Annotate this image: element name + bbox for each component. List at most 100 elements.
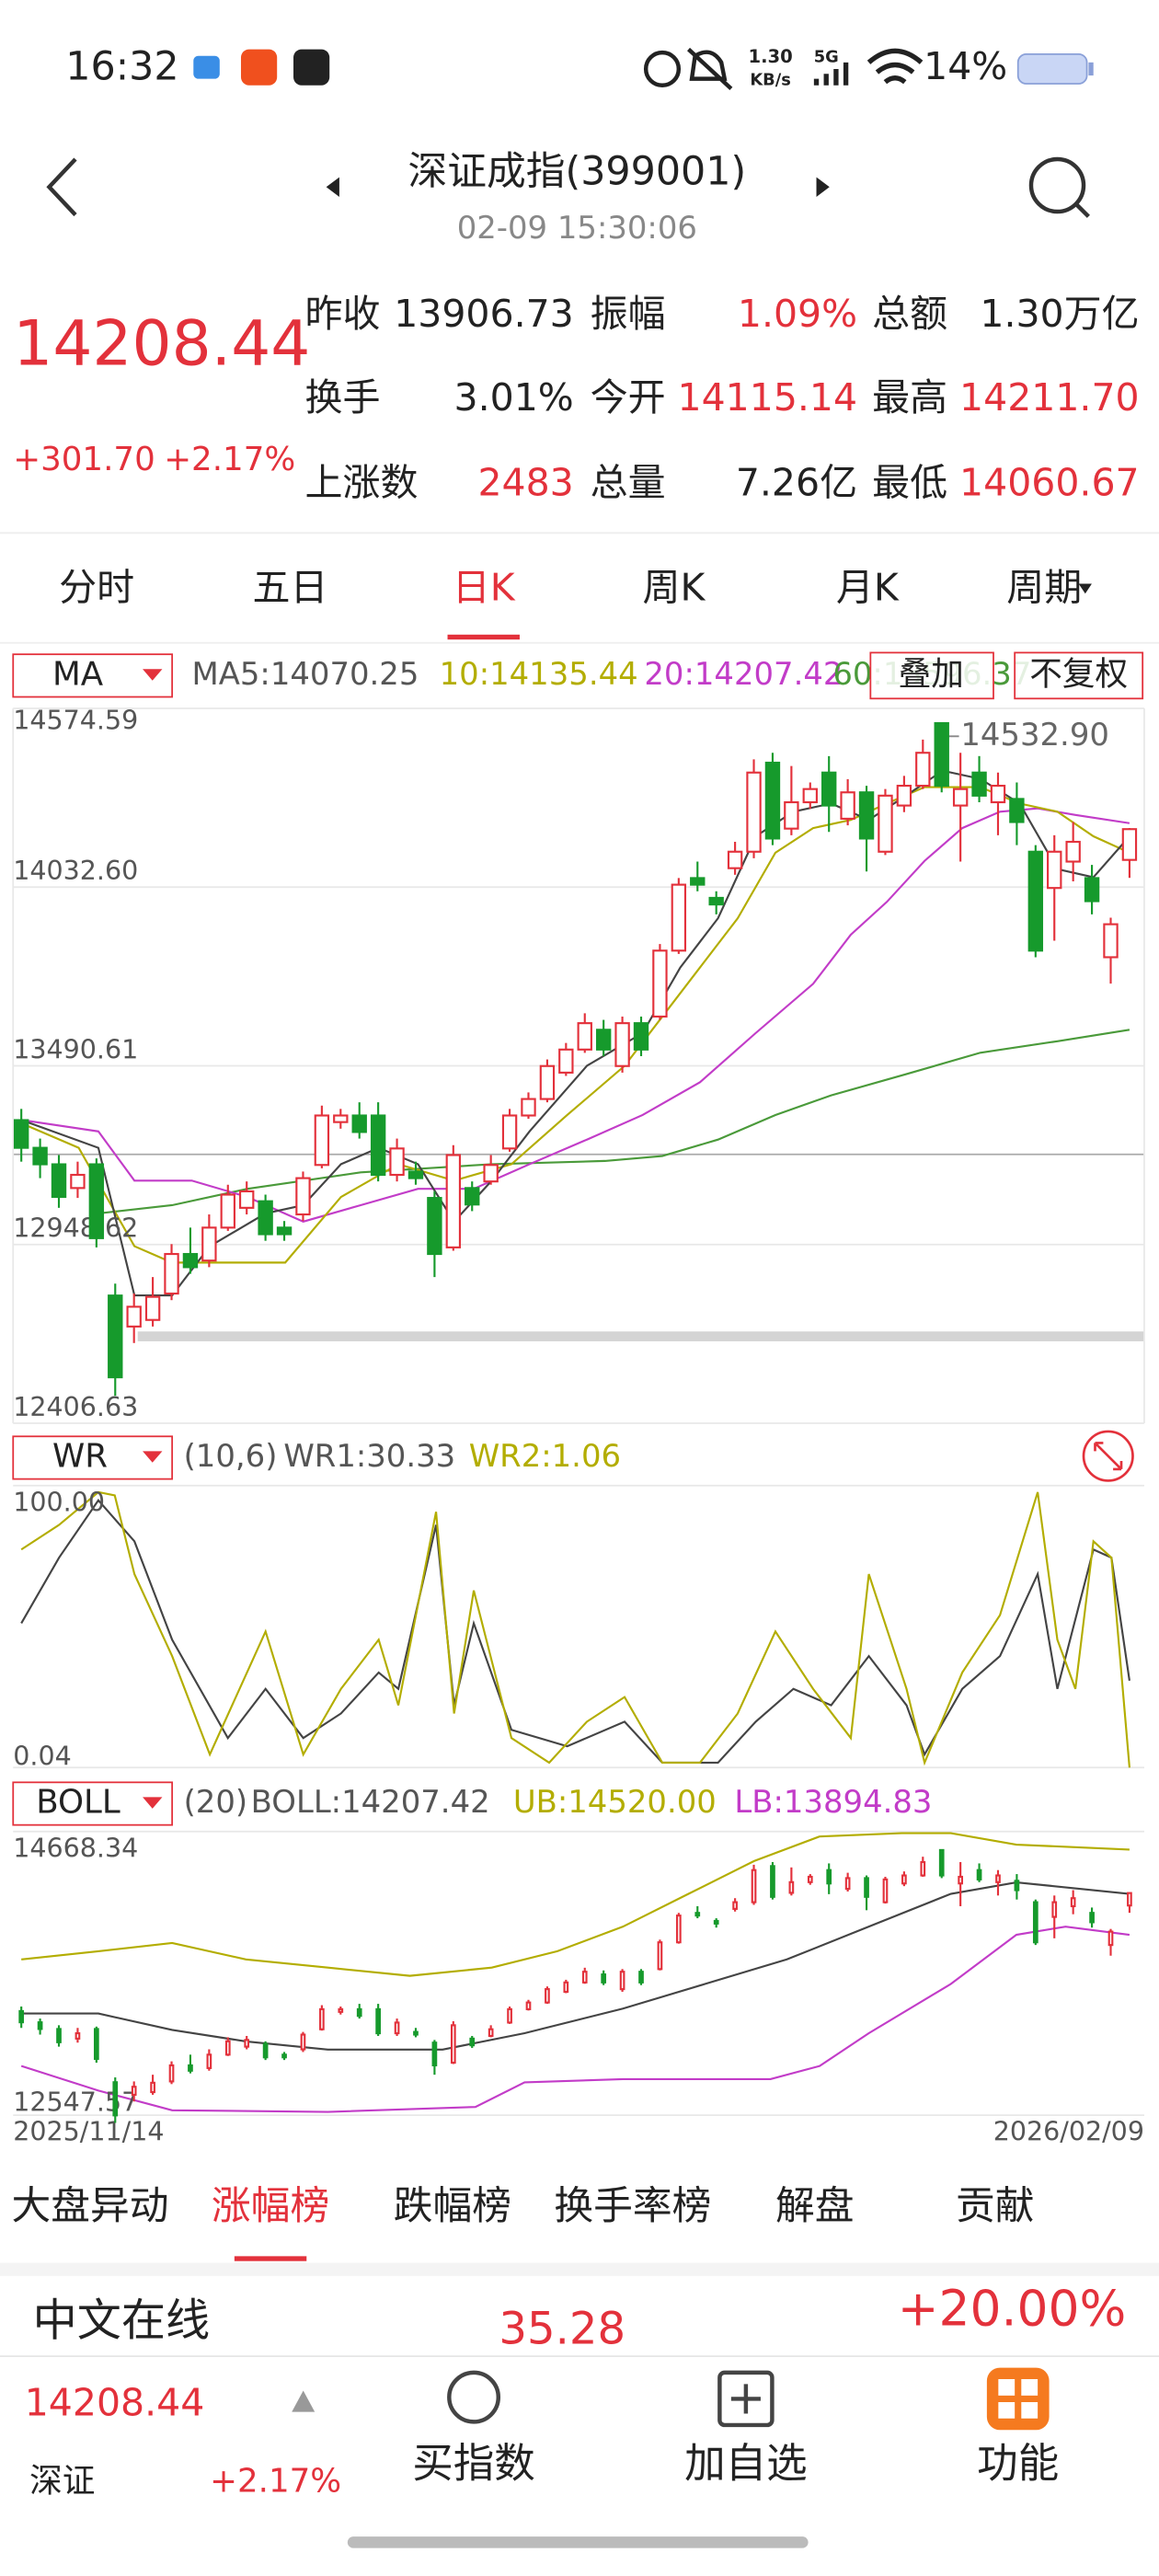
action-label[interactable]: 加自选 <box>684 2439 808 2487</box>
back-button[interactable] <box>46 157 77 217</box>
y-tick-label: 14574.59 <box>13 705 138 735</box>
signal-type: 5G <box>814 47 839 66</box>
boll-candle-body <box>37 2021 43 2030</box>
next-index[interactable] <box>816 177 830 197</box>
candle-body <box>1121 828 1138 861</box>
candle-body <box>1103 923 1119 959</box>
y-tick-label: 14032.60 <box>13 856 138 886</box>
y-tick-label: 12948.62 <box>13 1213 138 1244</box>
expand-button[interactable] <box>1082 1430 1134 1482</box>
candle-body <box>314 1114 330 1167</box>
buy-icon[interactable] <box>447 2370 501 2424</box>
list-tab[interactable]: 大盘异动 <box>11 2183 168 2229</box>
adjust-button[interactable] <box>1014 651 1144 700</box>
period-tab[interactable]: 五日 <box>252 566 327 610</box>
stat-value: 14115.14 <box>678 375 858 420</box>
up-arrow <box>292 2390 316 2412</box>
add-icon[interactable] <box>717 2370 775 2428</box>
boll-candle-body <box>619 1971 625 1991</box>
period-dropdown-arrow <box>1078 583 1092 594</box>
list-tab[interactable]: 涨幅榜 <box>212 2183 329 2229</box>
boll-candle-body <box>882 1878 889 1903</box>
boll-candle-body <box>112 2081 119 2117</box>
stat-value: 3.01% <box>454 375 574 420</box>
boll-candle-body <box>1089 1912 1095 1924</box>
candle-body <box>445 1154 462 1248</box>
page-title: 深证成指(399001) <box>407 149 746 195</box>
boll-candle-body <box>262 2042 269 2059</box>
candle-body <box>671 883 687 952</box>
search-button[interactable] <box>1028 156 1086 214</box>
indicator-selector[interactable] <box>12 1435 174 1480</box>
list-tab[interactable]: 贡献 <box>956 2183 1035 2229</box>
function-icon[interactable] <box>986 2367 1050 2431</box>
period-tab[interactable]: 周K <box>643 566 706 610</box>
dropdown-arrow <box>143 669 163 681</box>
indicator-selector[interactable] <box>12 1781 174 1826</box>
candle-body <box>952 788 969 807</box>
boll-candle-body <box>864 1877 869 1898</box>
candle-body <box>595 1029 612 1051</box>
candle-body <box>558 1048 574 1074</box>
index-change: +301.70 <box>13 441 155 478</box>
boll-candle-body <box>507 2007 512 2024</box>
candle-body <box>465 1187 480 1206</box>
stat-value: 14060.67 <box>959 461 1140 505</box>
separator <box>0 2262 1159 2276</box>
list-tab[interactable]: 解盘 <box>775 2183 855 2229</box>
stat-label: 最低 <box>872 461 947 505</box>
stat-value: 14211.70 <box>959 375 1140 420</box>
candle-body <box>407 1170 424 1179</box>
prev-index[interactable] <box>326 177 339 197</box>
boll-candle-body <box>56 2028 62 2043</box>
indicator-value: BOLL:14207.42 <box>251 1784 490 1820</box>
signal-icon <box>813 62 849 86</box>
net-unit: KB/s <box>750 70 791 89</box>
footer-name: 深证 <box>29 2462 95 2500</box>
boll-candle-body <box>150 2081 155 2094</box>
candle-body <box>764 761 781 840</box>
candle-body <box>577 1022 592 1051</box>
indicator-value: WR1:30.33 <box>283 1438 455 1474</box>
candle-body <box>539 1064 556 1100</box>
period-tab[interactable]: 分时 <box>59 566 134 610</box>
candle-body <box>239 1190 255 1209</box>
wr2-line <box>20 1490 1130 1768</box>
overlay-button[interactable] <box>869 651 994 700</box>
clock: 16:32 <box>65 43 178 89</box>
candle-body <box>108 1294 123 1379</box>
index-price: 14208.44 <box>13 306 310 379</box>
stat-label: 今开 <box>591 375 666 420</box>
expand-icon <box>1094 1442 1123 1471</box>
list-tab[interactable]: 跌幅榜 <box>394 2183 511 2229</box>
indicator-selector[interactable] <box>12 653 174 698</box>
boll-candle-body <box>581 1971 588 1984</box>
indicator-name: MA <box>52 655 104 693</box>
indicator-name: BOLL <box>36 1783 120 1821</box>
boll-candle-body <box>338 2007 344 2013</box>
boll-candle-body <box>995 1874 1001 1883</box>
adjust-label: 不复权 <box>1029 655 1128 693</box>
boll-candle-body <box>431 2041 438 2067</box>
candle-body <box>70 1173 86 1190</box>
ma60-line <box>98 1029 1130 1214</box>
candle-body <box>201 1226 217 1262</box>
boll-upper-line <box>21 1832 1130 1977</box>
boll-candle-body <box>920 1860 926 1877</box>
candle-body <box>51 1163 67 1199</box>
boll-candle-body <box>525 2001 532 2010</box>
boll-candle-body <box>244 2039 250 2048</box>
period-tab[interactable]: 周期 <box>1006 566 1082 610</box>
list-tab[interactable]: 换手率榜 <box>554 2183 711 2229</box>
indicator-params: (10,6) <box>184 1438 278 1474</box>
period-tab[interactable]: 月K <box>836 566 900 610</box>
boll-candle-body <box>281 2053 287 2059</box>
tab-underline <box>234 2256 307 2261</box>
search-handle <box>1075 203 1090 218</box>
action-label[interactable]: 功能 <box>977 2439 1059 2487</box>
action-label[interactable]: 买指数 <box>412 2439 535 2487</box>
candle-body <box>1047 850 1062 890</box>
boll-candle-body <box>188 2064 193 2072</box>
period-tab[interactable]: 日K <box>453 566 516 610</box>
